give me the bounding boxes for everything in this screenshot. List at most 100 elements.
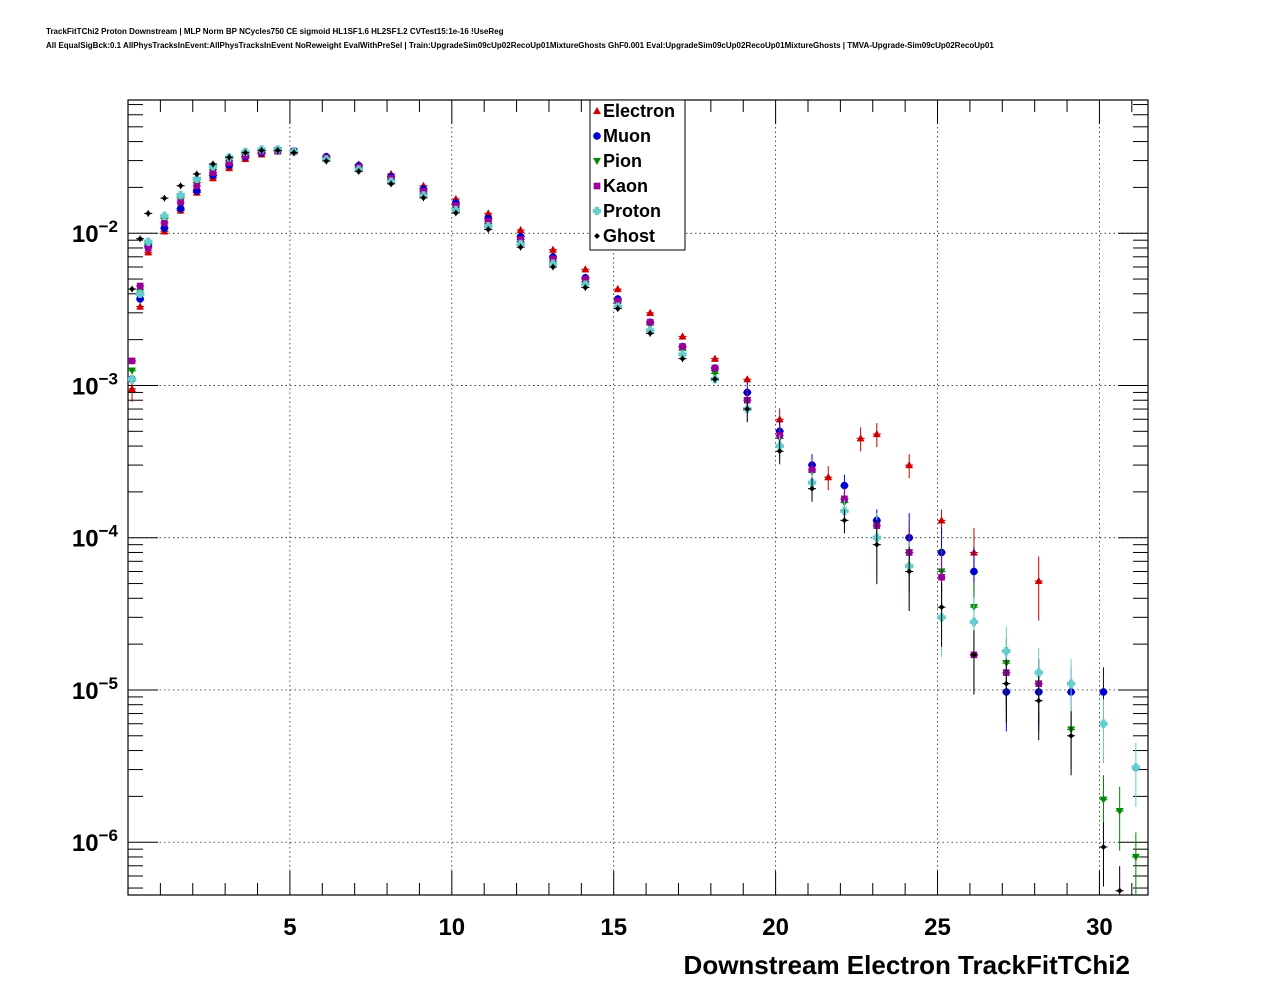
- grid: [128, 100, 1148, 895]
- data-point: [679, 343, 686, 350]
- data-point: [161, 219, 168, 227]
- data-point: [937, 516, 946, 524]
- data-point: [176, 190, 185, 200]
- x-tick-label: 15: [600, 914, 627, 941]
- data-point: [613, 284, 622, 293]
- data-point: [824, 473, 833, 481]
- x-tick-label: 30: [1086, 914, 1113, 941]
- data-point: [744, 405, 751, 413]
- legend-box: [589, 99, 686, 251]
- data-point: [679, 355, 686, 362]
- data-point: [176, 204, 185, 213]
- legend-label: Muon: [603, 126, 651, 146]
- data-point: [355, 168, 362, 175]
- data-point: [1003, 680, 1010, 687]
- legend-label: Proton: [603, 201, 661, 221]
- data-point: [1115, 807, 1124, 816]
- data-point: [144, 248, 153, 256]
- data-point: [1131, 763, 1141, 772]
- data-point: [970, 567, 978, 576]
- series-group: [127, 145, 1141, 895]
- data-point: [1034, 576, 1043, 585]
- data-point: [970, 651, 978, 658]
- data-point: [128, 367, 137, 375]
- legend-marker: [593, 132, 601, 140]
- data-point: [646, 308, 655, 316]
- data-point: [128, 285, 136, 293]
- legend: Electron Muon Pion Kaon Proton Ghost: [589, 99, 686, 251]
- data-point: [710, 354, 719, 362]
- data-point: [127, 374, 137, 384]
- data-point: [1099, 796, 1108, 804]
- legend-marker: [592, 206, 602, 216]
- data-point: [1035, 697, 1042, 704]
- data-point: [420, 194, 427, 201]
- data-point: [548, 245, 558, 253]
- legend-label: Pion: [603, 151, 642, 171]
- data-point: [1034, 668, 1043, 677]
- y-tick-label: 10−3: [72, 369, 118, 400]
- data-point: [1099, 688, 1108, 696]
- x-tick-label: 10: [438, 914, 465, 941]
- legend-marker: [593, 182, 601, 190]
- data-point: [226, 154, 233, 161]
- chart-title-line1: TrackFitTChi2 Proton Downstream | MLP No…: [46, 27, 504, 36]
- data-point: [647, 330, 654, 337]
- data-point: [388, 180, 395, 187]
- data-point: [160, 211, 169, 221]
- data-point: [193, 182, 201, 190]
- data-point: [711, 376, 718, 383]
- data-point: [242, 149, 249, 156]
- data-point: [646, 318, 654, 326]
- y-tick-label: 10−6: [72, 826, 118, 857]
- series-ghost: [128, 147, 1124, 895]
- legend-marker: [592, 157, 602, 166]
- data-point: [136, 302, 145, 310]
- x-tick-label: 25: [924, 914, 951, 941]
- data-point: [452, 209, 459, 216]
- data-point: [485, 226, 492, 233]
- y-tick-label: 10−4: [72, 522, 119, 553]
- data-point: [872, 429, 881, 438]
- data-point: [1066, 679, 1076, 688]
- data-point: [969, 617, 979, 627]
- x-axis-label: Downstream Electron TrackFitTChi2: [684, 950, 1130, 980]
- legend-label: Ghost: [603, 226, 655, 246]
- axis-ticks: [128, 100, 1148, 895]
- data-point: [128, 384, 137, 392]
- x-tick-label: 5: [283, 914, 296, 941]
- data-point: [161, 195, 168, 202]
- data-point: [906, 568, 913, 575]
- data-point: [192, 174, 202, 183]
- legend-marker: [592, 106, 602, 115]
- data-point: [136, 282, 144, 290]
- chart-title-line2: All EqualSigBck:0.1 AllPhysTracksInEvent…: [46, 41, 994, 50]
- data-point: [678, 332, 687, 340]
- data-point: [517, 244, 524, 251]
- data-point: [1099, 719, 1108, 728]
- data-point: [776, 448, 783, 455]
- data-point: [581, 265, 590, 273]
- data-point: [582, 284, 589, 291]
- data-point: [193, 170, 200, 178]
- legend-marker: [593, 232, 601, 240]
- data-point: [209, 160, 217, 168]
- data-point: [549, 263, 557, 271]
- data-point: [177, 182, 184, 189]
- data-point: [856, 434, 865, 442]
- data-point: [841, 517, 848, 524]
- data-point: [128, 357, 136, 365]
- data-point: [274, 147, 281, 154]
- data-point: [177, 198, 184, 206]
- data-point: [135, 289, 145, 299]
- data-point: [258, 147, 265, 154]
- data-point: [323, 157, 330, 165]
- data-point: [905, 460, 914, 469]
- data-point: [808, 485, 816, 492]
- data-point: [711, 364, 719, 372]
- legend-label: Kaon: [603, 176, 648, 196]
- data-point: [144, 237, 153, 246]
- data-point: [938, 573, 945, 581]
- data-point: [1002, 646, 1011, 656]
